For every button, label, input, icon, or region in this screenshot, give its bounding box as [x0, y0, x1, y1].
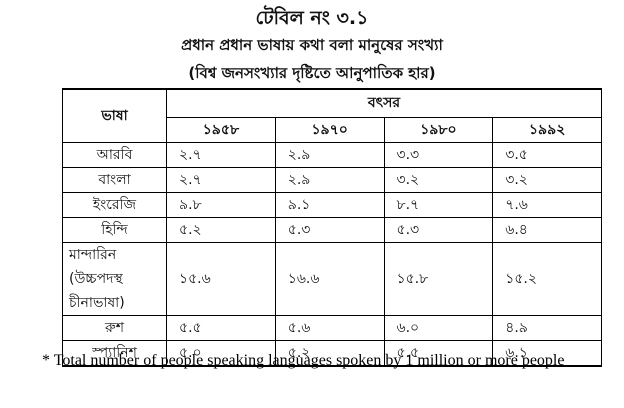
- value-cell: ৫.২: [166, 216, 276, 243]
- table-row: মান্দারিন (উচ্চপদস্থ চীনাভাষা) ১৫.৬ ১৬.৬…: [62, 241, 602, 316]
- table-row: বাংলা ২.৭ ২.৯ ৩.২ ৩.২: [62, 166, 602, 193]
- value-cell: ৫.৩: [383, 216, 494, 243]
- value-cell: ৮.৭: [383, 191, 494, 218]
- value-cell: ৩.২: [383, 166, 494, 193]
- value-cell: ৩.৫: [492, 141, 602, 168]
- language-cell: হিন্দি: [62, 216, 167, 243]
- value-cell: ১৫.৮: [383, 241, 494, 316]
- language-cell: রুশ: [62, 314, 167, 341]
- language-cell: মান্দারিন (উচ্চপদস্থ চীনাভাষা): [62, 241, 167, 316]
- value-cell: ৯.৮: [166, 191, 276, 218]
- value-cell: ২.৯: [274, 141, 385, 168]
- value-cell: ৭.৬: [492, 191, 602, 218]
- table-subtitle: প্রধান প্রধান ভাষায় কথা বলা মানুষের সংখ…: [181, 36, 443, 54]
- value-cell: ৬.১: [492, 339, 602, 366]
- value-cell: ৫.৫: [383, 339, 494, 366]
- table-row: স্প্যানিশ ৫.০ ৫.২ ৫.৫ ৬.১: [62, 339, 602, 366]
- year-header: ১৯৭০: [274, 116, 385, 143]
- language-cell: ইংরেজি: [62, 191, 167, 218]
- year-header: ১৯৮০: [383, 116, 494, 143]
- table-title: টেবিল নং ৩.১: [255, 7, 369, 29]
- value-cell: ৩.২: [492, 166, 602, 193]
- value-cell: ১৫.২: [492, 241, 602, 316]
- table-row: ইংরেজি ৯.৮ ৯.১ ৮.৭ ৭.৬: [62, 191, 602, 218]
- value-cell: ৬.৪: [492, 216, 602, 243]
- value-cell: ৬.০: [383, 314, 494, 341]
- language-cell: বাংলা: [62, 166, 167, 193]
- footnote: * Total number of people speaking langua…: [42, 352, 565, 369]
- language-table: ভাষা বৎসর ১৯৫৮ ১৯৭০ ১৯৮০ ১৯৯২ আরবি ২.৭ ২…: [62, 88, 602, 367]
- value-cell: ৫.৫: [166, 314, 276, 341]
- value-cell: ২.৯: [274, 166, 385, 193]
- value-cell: ৯.১: [274, 191, 385, 218]
- value-cell: ৪.৯: [492, 314, 602, 341]
- value-cell: ৫.৬: [274, 314, 385, 341]
- value-cell: ৫.৩: [274, 216, 385, 243]
- language-cell: আরবি: [62, 141, 167, 168]
- value-cell: ২.৭: [166, 141, 276, 168]
- year-header: ১৯৯২: [492, 116, 602, 143]
- header-year: বৎসর: [166, 88, 602, 118]
- table-row: হিন্দি ৫.২ ৫.৩ ৫.৩ ৬.৪: [62, 216, 602, 243]
- value-cell: ৩.৩: [383, 141, 494, 168]
- value-cell: ৫.০: [166, 339, 276, 366]
- value-cell: ১৬.৬: [274, 241, 385, 316]
- table-row: আরবি ২.৭ ২.৯ ৩.৩ ৩.৫: [62, 141, 602, 168]
- table-row: রুশ ৫.৫ ৫.৬ ৬.০ ৪.৯: [62, 314, 602, 341]
- value-cell: ১৫.৬: [166, 241, 276, 316]
- header-language: ভাষা: [62, 88, 167, 143]
- language-cell: স্প্যানিশ: [62, 339, 167, 366]
- table-note: (বিশ্ব জনসংখ্যার দৃষ্টিতে আনুপাতিক হার): [188, 64, 436, 82]
- value-cell: ২.৭: [166, 166, 276, 193]
- year-header: ১৯৫৮: [166, 116, 276, 143]
